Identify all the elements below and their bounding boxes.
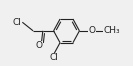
Text: Cl: Cl xyxy=(13,18,22,27)
Text: Cl: Cl xyxy=(49,53,58,62)
Text: O: O xyxy=(35,41,42,50)
Text: O: O xyxy=(89,26,96,35)
Text: CH₃: CH₃ xyxy=(104,26,120,35)
